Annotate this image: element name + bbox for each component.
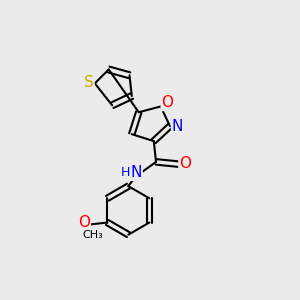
Text: N: N: [131, 165, 142, 180]
Text: S: S: [84, 75, 94, 90]
Text: O: O: [78, 214, 90, 230]
Text: H: H: [121, 166, 130, 179]
Text: O: O: [179, 155, 191, 170]
Text: O: O: [161, 95, 173, 110]
Text: N: N: [172, 119, 183, 134]
Text: CH₃: CH₃: [82, 230, 103, 240]
